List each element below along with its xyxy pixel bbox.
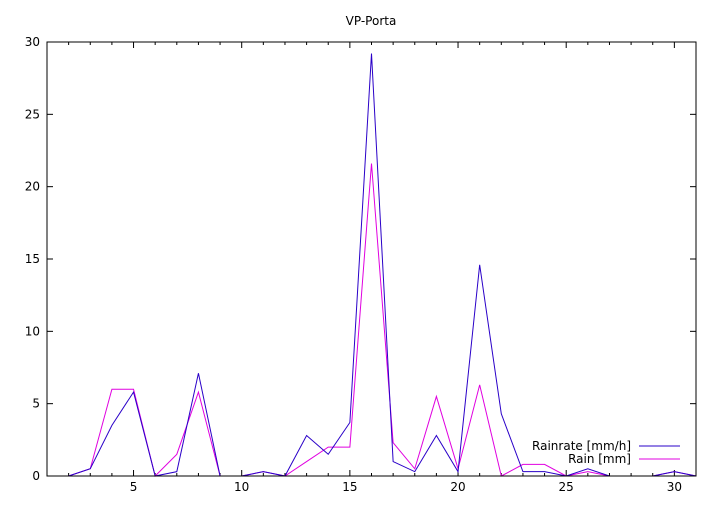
x-tick-label: 30: [667, 480, 682, 494]
y-tick-label: 0: [32, 469, 40, 483]
axes: 0 5 10 15 20 25 30 5 10 15 20 25 30: [25, 35, 696, 494]
chart-title: VP-Porta: [346, 14, 397, 28]
x-tick-label: 15: [342, 480, 357, 494]
series-group: [47, 53, 697, 477]
plot-frame: [46, 41, 697, 477]
series-line-0: [47, 53, 697, 477]
x-tick-label: 10: [234, 480, 249, 494]
legend-label: Rain [mm]: [568, 452, 631, 466]
legend-label: Rainrate [mm/h]: [532, 439, 631, 453]
y-tick-label: 20: [25, 180, 40, 194]
x-tick-label: 25: [559, 480, 574, 494]
legend: Rainrate [mm/h]Rain [mm]: [532, 439, 680, 466]
x-tick-label: 20: [450, 480, 465, 494]
y-tick-label: 25: [25, 107, 40, 121]
series-line-1: [47, 163, 697, 477]
y-tick-label: 30: [25, 35, 40, 49]
x-tick-label: 5: [130, 480, 138, 494]
y-tick-label: 15: [25, 252, 40, 266]
y-tick-label: 10: [25, 324, 40, 338]
y-tick-label: 5: [32, 397, 40, 411]
